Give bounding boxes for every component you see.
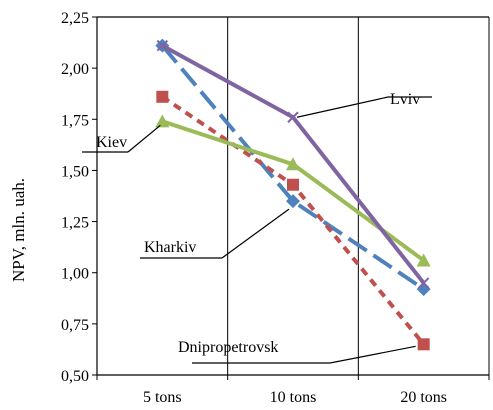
x-tick-label: 20 tons (400, 389, 447, 406)
marker-lviv (156, 39, 169, 52)
series-line-kharkiv (160, 44, 425, 291)
callout-leader-line (127, 124, 161, 153)
series-layer (155, 38, 431, 351)
marker-lviv-stroke (156, 39, 169, 52)
marker-kiev (286, 157, 300, 171)
marker-lviv (417, 277, 430, 289)
marker-kiev (416, 253, 431, 267)
marker-dnipropetrovsk (417, 338, 430, 351)
marker-dnipropetrovsk (156, 90, 169, 103)
callout-label-kharkiv: Kharkiv (144, 239, 196, 256)
marker-dnipropetrovsk (287, 178, 299, 191)
marker-lviv-stroke (417, 277, 430, 289)
callout-kharkiv: Kharkiv (140, 208, 290, 259)
series-line-kiev (161, 119, 425, 263)
y-tick-label: 1,25 (61, 215, 89, 232)
callout-dnipropetrovsk: Dnipropetrovsk (178, 339, 416, 364)
callout-label-lviv: Lviv (390, 91, 420, 108)
y-tick-label: 2,00 (61, 61, 89, 78)
callout-kiev: Kiev (82, 124, 161, 153)
y-tick-label: 0,50 (61, 368, 89, 385)
y-tick-label: 1,00 (61, 266, 89, 283)
marker-lviv (287, 111, 299, 123)
y-tick-label: 0,75 (61, 317, 89, 334)
series-annotations: Kiev Lviv Kharkiv Dnipropetrovsk (82, 91, 432, 364)
grid-lines (97, 16, 490, 375)
y-tick-label: 1,50 (61, 163, 89, 180)
y-axis-label: NPV, mln. uah. (9, 178, 28, 282)
callout-leader-line (296, 96, 389, 118)
marker-kharkiv (286, 194, 300, 209)
callout-lviv: Lviv (296, 91, 432, 118)
callout-leader-line (221, 208, 290, 259)
marker-kiev (155, 114, 170, 128)
series-lviv (156, 39, 430, 289)
y-tick-label: 2,25 (61, 10, 89, 27)
marker-lviv-stroke (287, 111, 299, 123)
callout-label-dnipropetrovsk: Dnipropetrovsk (178, 339, 278, 356)
x-tick-label: 10 tons (270, 389, 317, 406)
x-tick-label: 5 tons (143, 389, 182, 406)
callout-label-kiev: Kiev (96, 134, 127, 151)
series-dnipropetrovsk (156, 90, 430, 351)
callout-leader-line (329, 345, 416, 364)
y-tick-label: 1,75 (61, 112, 89, 129)
axes: 0,50 0,75 1,00 1,25 1,50 1,75 2,00 2,25 5 tons 10… (61, 10, 490, 406)
